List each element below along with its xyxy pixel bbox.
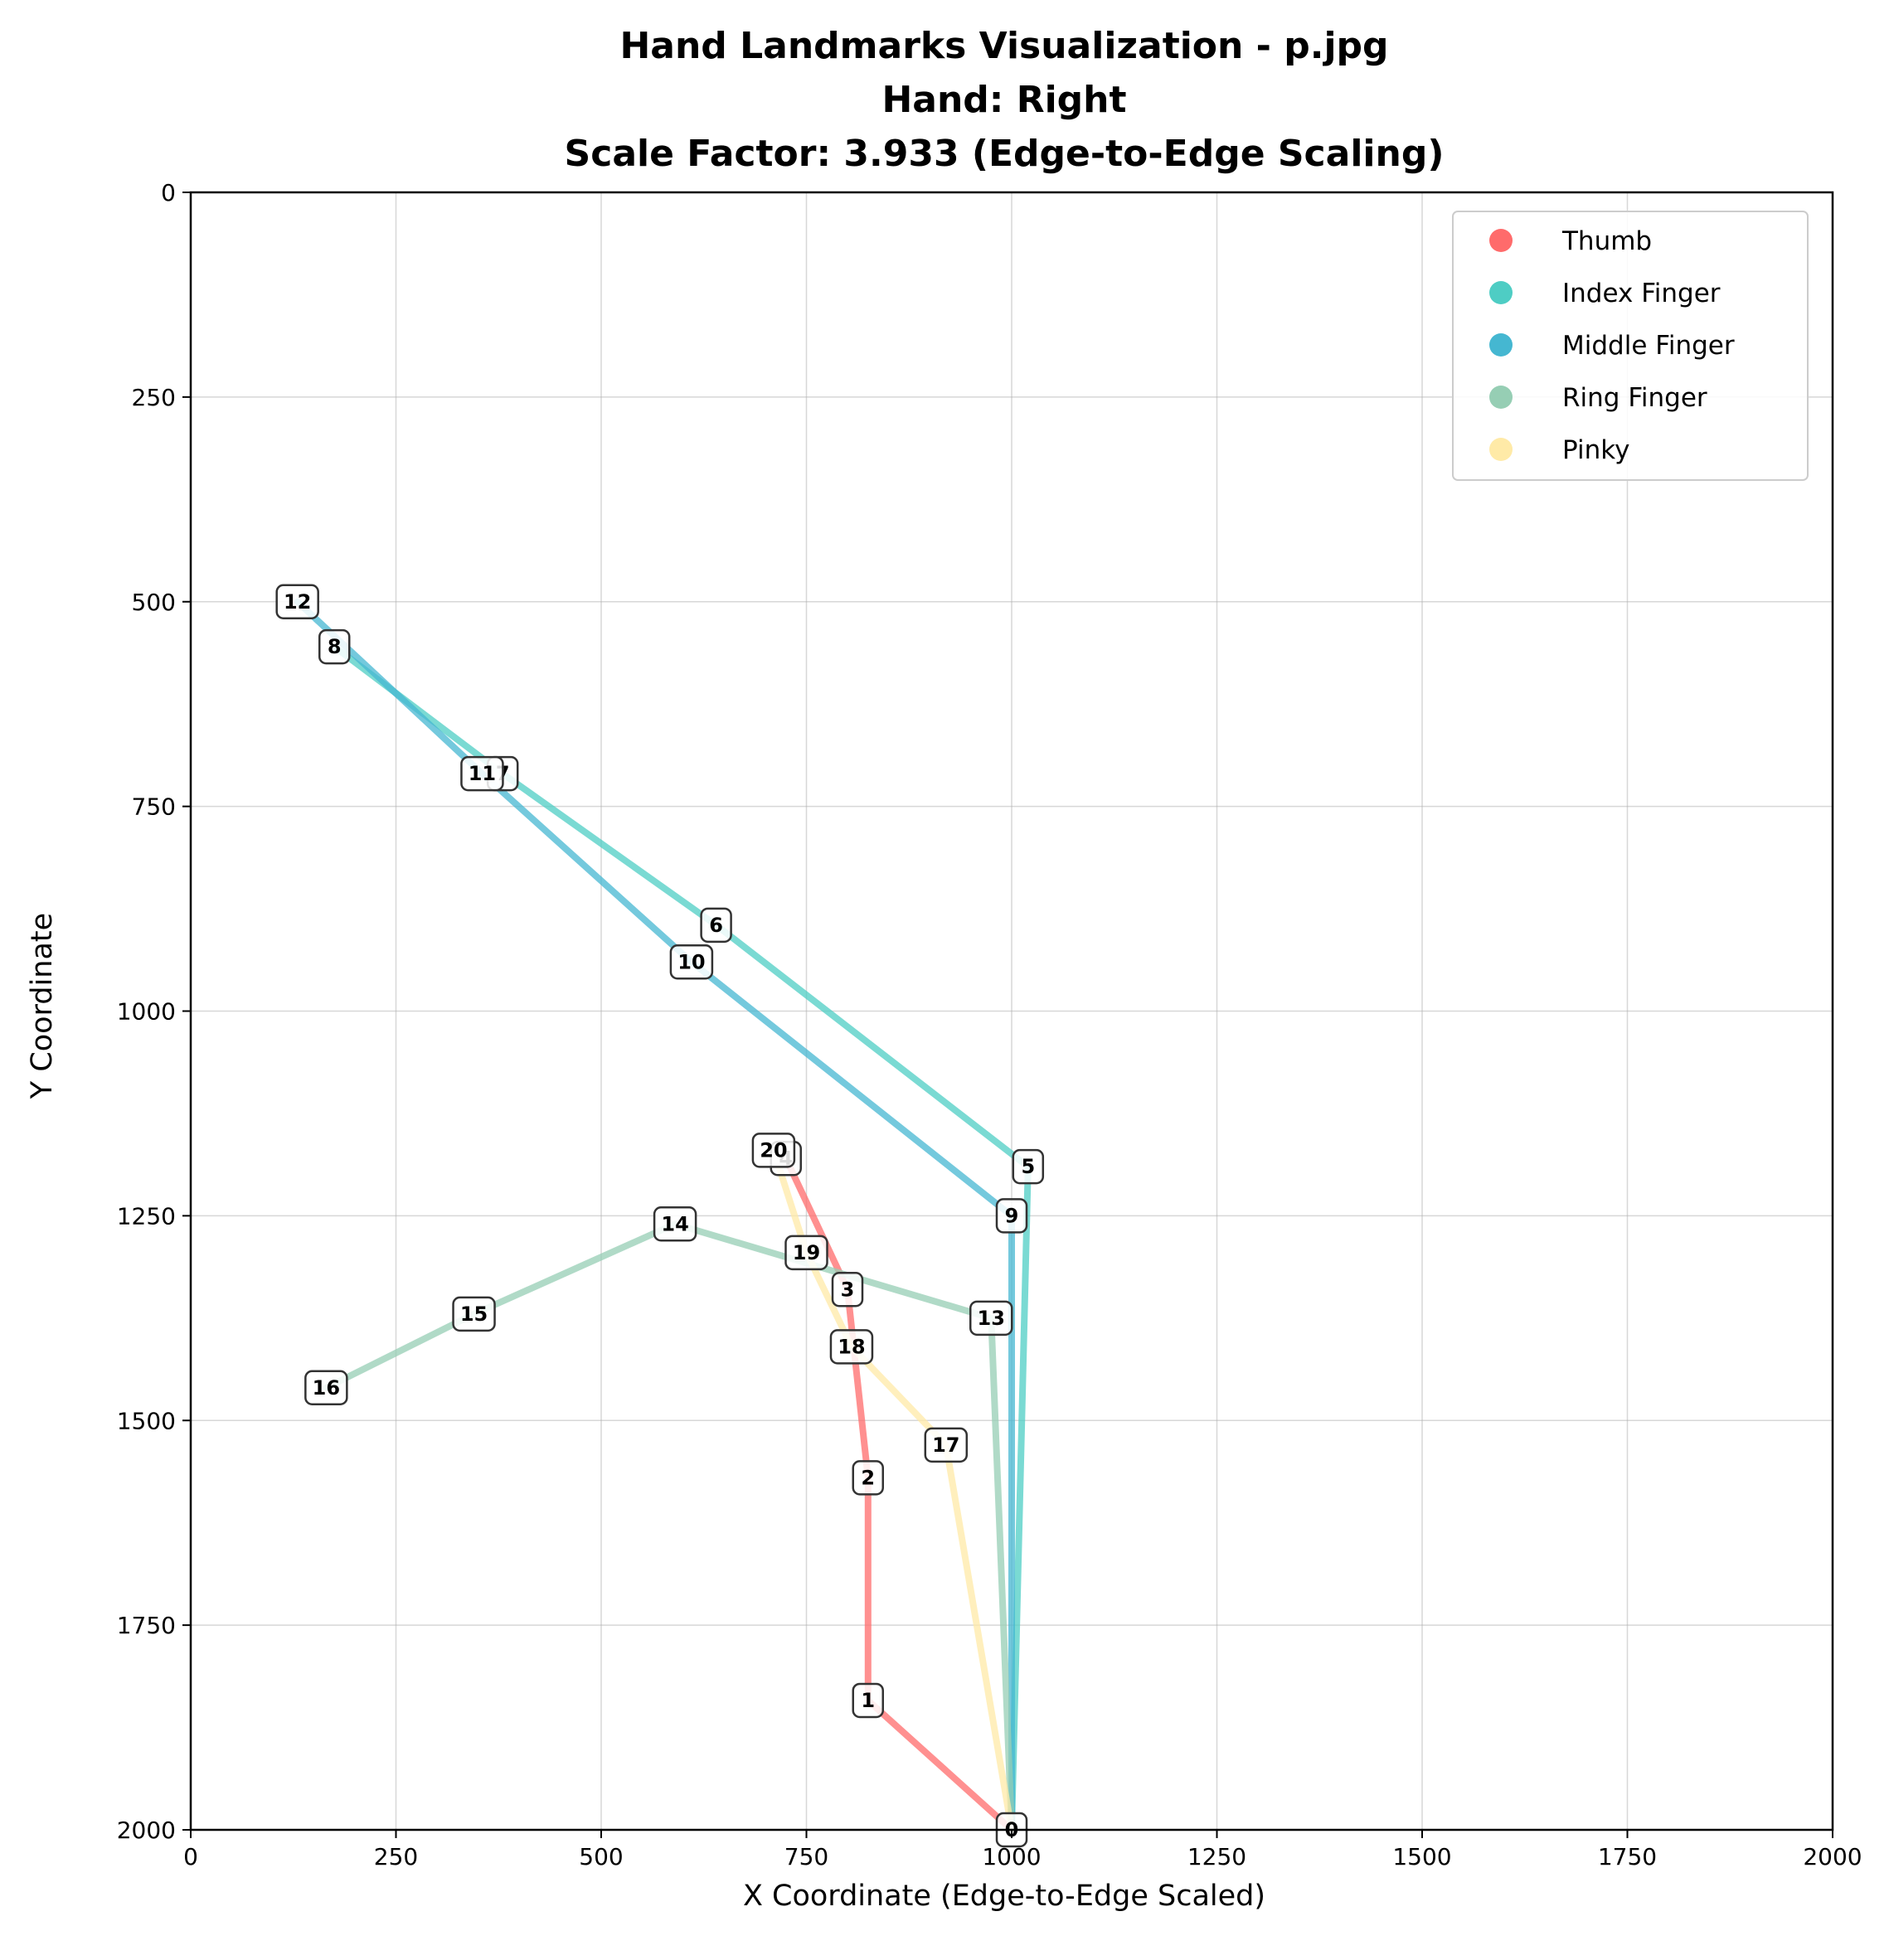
landmark-label-text: 6 xyxy=(709,914,723,937)
y-tick-label: 500 xyxy=(132,589,176,616)
landmark-label-box xyxy=(995,1198,1028,1234)
landmark-label-19: 19 xyxy=(784,1235,828,1271)
landmark-label-box xyxy=(452,1296,496,1332)
landmark-label-box xyxy=(669,944,714,980)
landmark-label-text: 19 xyxy=(793,1241,820,1264)
landmark-label-8: 8 xyxy=(318,628,351,665)
landmark-label-17: 17 xyxy=(924,1427,969,1463)
landmark-label-text: 16 xyxy=(313,1376,340,1400)
landmark-label-9: 9 xyxy=(995,1198,1028,1234)
landmark-label-10: 10 xyxy=(669,944,714,980)
legend-marker xyxy=(1489,333,1513,357)
landmark-label-box xyxy=(275,584,319,619)
landmark-label-20: 20 xyxy=(751,1133,796,1168)
landmark-label-18: 18 xyxy=(829,1329,874,1365)
legend-entry-thumb: Thumb xyxy=(1489,226,1652,256)
landmark-label-box xyxy=(653,1206,697,1242)
x-tick-label: 1250 xyxy=(1187,1843,1246,1870)
legend: Thumb Index Finger Middle Finger Ring Finge… xyxy=(1452,211,1809,481)
landmark-label-text: 8 xyxy=(328,635,342,658)
x-tick-label: 500 xyxy=(579,1843,623,1870)
landmark-label-13: 13 xyxy=(969,1300,1013,1337)
y-tick-label: 0 xyxy=(161,179,176,206)
landmark-label-text: 9 xyxy=(1005,1204,1019,1227)
landmark-label-box xyxy=(829,1329,874,1365)
landmark-label-text: 15 xyxy=(460,1303,488,1326)
landmark-label-1: 1 xyxy=(852,1682,884,1719)
landmark-label-box xyxy=(700,907,732,944)
y-tick-label: 1000 xyxy=(117,998,176,1026)
x-tick-label: 1000 xyxy=(982,1843,1041,1870)
legend-label: Ring Finger xyxy=(1562,383,1707,413)
landmark-label-box xyxy=(318,628,351,665)
landmark-label-12: 12 xyxy=(275,584,319,619)
landmark-label-box xyxy=(924,1427,969,1463)
landmark-label-box xyxy=(1012,1148,1045,1185)
landmark-label-text: 20 xyxy=(760,1138,787,1162)
landmark-label-text: 1 xyxy=(861,1689,875,1712)
y-tick-label: 1250 xyxy=(117,1202,176,1230)
chart-title-line-3: Scale Factor: 3.933 (Edge-to-Edge Scalin… xyxy=(565,133,1445,175)
landmark-label-text: 12 xyxy=(284,590,311,614)
legend-marker xyxy=(1489,438,1513,461)
landmark-label-text: 2 xyxy=(861,1466,875,1489)
legend-marker xyxy=(1489,386,1513,409)
legend-entry-index-finger: Index Finger xyxy=(1489,279,1721,308)
landmark-label-text: 18 xyxy=(838,1335,865,1358)
chart-title-line-1: Hand Landmarks Visualization - p.jpg xyxy=(619,25,1388,67)
legend-entry-pinky: Pinky xyxy=(1489,435,1629,465)
x-tick-label: 750 xyxy=(784,1843,828,1870)
x-tick-label: 1500 xyxy=(1392,1843,1451,1870)
legend-label: Index Finger xyxy=(1562,279,1721,308)
landmark-label-text: 5 xyxy=(1021,1155,1035,1178)
chart-title-line-2: Hand: Right xyxy=(881,79,1126,121)
x-tick-label: 0 xyxy=(183,1843,198,1870)
x-tick-label: 1750 xyxy=(1598,1843,1657,1870)
landmark-label-16: 16 xyxy=(304,1370,348,1405)
landmark-label-14: 14 xyxy=(653,1206,697,1242)
landmark-label-text: 10 xyxy=(677,950,705,973)
x-tick-label: 2000 xyxy=(1803,1843,1862,1870)
y-tick-label: 2000 xyxy=(117,1817,176,1844)
y-axis-label: Y Coordinate xyxy=(26,913,59,1099)
legend-box xyxy=(1452,211,1809,481)
y-tick-label: 1500 xyxy=(117,1407,176,1434)
landmark-label-15: 15 xyxy=(452,1296,496,1332)
landmark-label-box xyxy=(751,1133,796,1168)
legend-marker xyxy=(1489,229,1513,252)
landmark-label-text: 13 xyxy=(978,1307,1005,1330)
landmark-labels: 01234567891011121314151617181920 xyxy=(275,584,1045,1848)
y-tick-label: 750 xyxy=(132,793,176,821)
landmark-label-box xyxy=(852,1682,884,1719)
landmark-label-2: 2 xyxy=(852,1460,884,1496)
landmark-label-box xyxy=(831,1272,864,1307)
landmark-label-text: 17 xyxy=(932,1434,959,1457)
legend-label: Thumb xyxy=(1561,226,1652,256)
legend-label: Pinky xyxy=(1562,435,1629,465)
landmark-label-3: 3 xyxy=(831,1272,864,1307)
y-tick-label: 1750 xyxy=(117,1612,176,1639)
landmark-label-box xyxy=(969,1300,1013,1337)
axis-ticks: 0 250 500 750 1000 1250 1500 1750 2000 0 250 500 750… xyxy=(117,179,1862,1870)
landmark-label-box xyxy=(784,1235,828,1271)
landmark-label-5: 5 xyxy=(1012,1148,1045,1185)
landmark-label-box xyxy=(460,755,504,792)
legend-entry-middle-finger: Middle Finger xyxy=(1489,331,1735,361)
legend-label: Middle Finger xyxy=(1562,331,1735,361)
landmark-label-6: 6 xyxy=(700,907,732,944)
y-tick-label: 250 xyxy=(132,384,176,411)
landmark-label-text: 11 xyxy=(469,762,496,785)
landmark-label-11: 11 xyxy=(460,755,504,792)
landmark-label-box xyxy=(852,1460,884,1496)
landmark-label-box xyxy=(304,1370,348,1405)
legend-entry-ring-finger: Ring Finger xyxy=(1489,383,1707,413)
x-tick-label: 250 xyxy=(374,1843,418,1870)
legend-marker xyxy=(1489,281,1513,304)
landmark-label-text: 3 xyxy=(841,1278,855,1301)
landmark-label-text: 14 xyxy=(661,1212,688,1235)
x-axis-label: X Coordinate (Edge-to-Edge Scaled) xyxy=(743,1880,1265,1913)
